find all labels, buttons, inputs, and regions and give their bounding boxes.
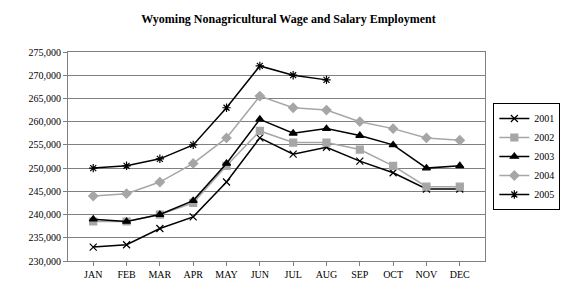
svg-text:MAY: MAY bbox=[215, 269, 237, 280]
svg-text:275,000: 275,000 bbox=[29, 47, 62, 58]
svg-text:NOV: NOV bbox=[416, 269, 438, 280]
svg-text:270,000: 270,000 bbox=[29, 70, 62, 81]
svg-text:SEP: SEP bbox=[351, 269, 369, 280]
svg-text:240,000: 240,000 bbox=[29, 209, 62, 220]
svg-text:AUG: AUG bbox=[316, 269, 338, 280]
svg-text:245,000: 245,000 bbox=[29, 186, 62, 197]
svg-text:2003: 2003 bbox=[534, 151, 554, 162]
svg-text:JAN: JAN bbox=[84, 269, 102, 280]
svg-text:APR: APR bbox=[183, 269, 203, 280]
svg-text:FEB: FEB bbox=[117, 269, 136, 280]
svg-text:JUL: JUL bbox=[285, 269, 302, 280]
svg-text:250,000: 250,000 bbox=[29, 163, 62, 174]
svg-text:MAR: MAR bbox=[148, 269, 171, 280]
svg-text:255,000: 255,000 bbox=[29, 139, 62, 150]
svg-text:2002: 2002 bbox=[534, 132, 554, 143]
svg-text:2004: 2004 bbox=[534, 170, 554, 181]
svg-text:2005: 2005 bbox=[534, 189, 554, 200]
svg-text:Wyoming Nonagricultural Wage a: Wyoming Nonagricultural Wage and Salary … bbox=[141, 12, 435, 26]
svg-text:265,000: 265,000 bbox=[29, 93, 62, 104]
svg-text:2001: 2001 bbox=[534, 113, 554, 124]
svg-text:235,000: 235,000 bbox=[29, 232, 62, 243]
svg-text:DEC: DEC bbox=[450, 269, 470, 280]
svg-text:JUN: JUN bbox=[251, 269, 269, 280]
svg-text:OCT: OCT bbox=[383, 269, 403, 280]
svg-text:230,000: 230,000 bbox=[29, 256, 62, 267]
svg-text:260,000: 260,000 bbox=[29, 116, 62, 127]
